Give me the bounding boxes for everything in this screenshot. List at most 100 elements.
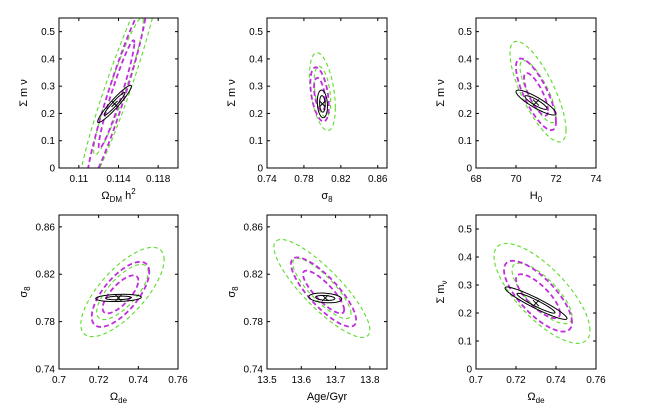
contour-inner-95- [308,292,343,304]
x-tick-label: 0.11 [69,174,88,185]
contours-3 [509,40,567,143]
contour-outer-95- [80,18,153,168]
x-tick-label: 0.7 [469,375,483,386]
x-tick-label: 0.74 [546,375,566,386]
contour-inner-68- [315,294,336,301]
y-tick-label: 0.78 [36,317,56,328]
contour-outer-68- [292,257,352,320]
best-fit-marker [111,100,118,108]
x-tick-label: 13.7 [326,375,346,386]
x-axis-label: Ωde [527,391,545,405]
x-tick-label: 0.72 [89,375,109,386]
contours-6 [493,242,591,344]
contour-outer-95- [493,242,591,344]
best-fit-marker [321,294,329,302]
panel-6: 0.7 0.72 0.74 0.76 0 0.1 0.2 0.3 0.4 0.5 Ωde Σ mν [435,214,606,405]
contour-outer-68- [313,65,332,118]
contours-5 [273,238,371,338]
contour-mid-68- [97,39,136,150]
y-tick-label: 0.3 [458,82,472,93]
y-tick-label: 0.1 [41,136,55,147]
y-tick-label: 0.5 [458,27,472,38]
contour-outer-68- [519,60,557,124]
plot-frame [266,214,388,370]
contour-outer-68- [93,18,144,156]
x-tick-label: 0.72 [506,375,526,386]
y-tick-label: 0 [466,164,472,175]
x-axis-label: σ8 [321,190,333,204]
y-tick-label: 0.74 [36,365,56,376]
y-tick-label: 0 [49,164,55,175]
x-tick-label: 74 [590,174,602,185]
y-tick-label: 0.74 [244,365,264,376]
x-axis-label: Age/Gyr [307,391,348,403]
plot-frame [475,214,597,370]
best-fit-marker [115,294,122,302]
x-tick-label: 0.76 [586,375,606,386]
y-tick-label: 0.78 [244,317,264,328]
x-tick-label: 0.74 [129,375,149,386]
contour-mid-68- [313,76,327,112]
plot-frame [475,17,597,169]
y-tick-label: 0.4 [41,54,55,65]
x-axis-label: H0 [530,190,543,204]
y-axis-label: σ8 [18,286,32,298]
contour-inner-68- [319,95,326,113]
contours-1 [80,18,153,168]
y-tick-label: 0.1 [458,136,472,147]
contour-inner-68- [103,92,126,116]
y-tick-label: 0.2 [458,109,472,120]
contours-4 [80,246,165,338]
best-fit-marker [532,299,540,307]
y-axis-label: Σ m ν [435,79,447,107]
contour-outer-95- [308,52,336,132]
contour-inner-95- [515,89,557,116]
contour-mid-95- [90,260,151,328]
x-tick-label: 0.7 [52,375,66,386]
x-tick-label: 68 [470,174,482,185]
x-tick-label: 0.118 [146,174,171,185]
x-tick-label: 0.78 [294,174,314,185]
y-tick-label: 0.4 [458,253,472,264]
y-tick-label: 0 [466,365,472,376]
y-tick-label: 0.3 [249,82,263,93]
contour-outer-68- [96,263,149,321]
contour-mid-95- [290,256,358,328]
contour-mid-95- [503,259,573,333]
contour-inner-95- [316,89,328,119]
y-tick-label: 0.86 [36,222,56,233]
contour-inner-68- [524,95,548,110]
panel-3: 68 70 72 74 0 0.1 0.2 0.3 0.4 0.5 H0 Σ m ν [435,17,602,204]
contour-mid-68- [523,72,549,117]
x-tick-label: 0.82 [331,174,351,185]
y-tick-label: 0.82 [244,270,264,281]
contour-outer-95- [273,238,371,338]
panel-2: 0.74 0.78 0.82 0.86 0 0.1 0.2 0.3 0.4 0.5 σ8 Σ m ν [226,17,388,204]
x-tick-label: 70 [510,174,522,185]
y-tick-label: 0.5 [249,27,263,38]
y-tick-label: 0.2 [458,309,472,320]
y-tick-label: 0.82 [36,270,56,281]
contour-outer-68- [511,262,573,325]
y-tick-label: 0.4 [458,54,472,65]
plot-frame [58,214,179,370]
x-tick-label: 0.74 [257,174,277,185]
contour-inner-95- [97,84,132,124]
x-axis-label: ΩDM h2 [101,187,136,204]
y-tick-label: 0.86 [244,222,264,233]
x-tick-label: 72 [550,174,562,185]
contour-outer-95- [509,40,567,143]
y-tick-label: 0.5 [458,225,472,236]
best-fit-marker [319,100,326,108]
y-tick-label: 0.2 [249,109,263,120]
panel-4: 0.7 0.72 0.74 0.76 0.74 0.78 0.82 0.86 Ωde σ8 [18,214,188,405]
y-axis-label: Σ mν [435,280,449,303]
y-tick-label: 0.1 [249,136,263,147]
contours-2 [308,52,336,132]
x-tick-label: 0.76 [168,375,188,386]
y-tick-label: 0.1 [458,337,472,348]
best-fit-marker [532,99,540,106]
y-tick-label: 0.4 [249,54,263,65]
y-tick-label: 0.5 [41,27,55,38]
